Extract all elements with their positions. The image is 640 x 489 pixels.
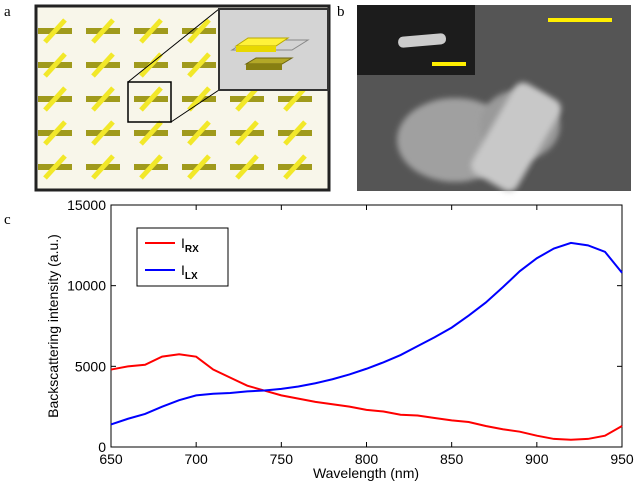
yellow-bar xyxy=(283,154,307,180)
y-tick-label: 0 xyxy=(98,439,106,455)
yellow-bar xyxy=(43,18,67,44)
inset-rod xyxy=(398,33,447,48)
yellow-bar xyxy=(43,120,67,146)
yellow-bar xyxy=(235,120,259,146)
sem-image xyxy=(357,5,631,192)
x-tick-label: 700 xyxy=(184,451,208,467)
x-tick-label: 750 xyxy=(270,451,294,467)
x-tick-label: 900 xyxy=(525,451,549,467)
series-line xyxy=(110,241,623,426)
yellow-bar xyxy=(187,52,211,78)
yellow-bar xyxy=(91,120,115,146)
y-tick-label: 5000 xyxy=(75,358,106,374)
yellow-bar xyxy=(139,86,163,112)
yellow-bar xyxy=(43,154,67,180)
zoom-line xyxy=(170,89,220,123)
yellow-bar xyxy=(235,86,259,112)
panel-label: c xyxy=(4,212,11,228)
array-diagram xyxy=(34,4,331,192)
legend-name: I xyxy=(181,235,185,251)
panel-label: b xyxy=(337,4,345,20)
x-tick-label: 950 xyxy=(610,451,634,467)
yellow-bar xyxy=(91,18,115,44)
legend-box xyxy=(136,227,229,287)
y-tick-label: 15000 xyxy=(67,197,106,213)
panel-label: a xyxy=(4,4,11,20)
yellow-bar xyxy=(91,154,115,180)
y-axis-label: Backscattering intensity (a.u.) xyxy=(45,234,61,418)
yellow-bar xyxy=(91,86,115,112)
x-tick-label: 650 xyxy=(99,451,123,467)
yellow-bar xyxy=(187,86,211,112)
series-line xyxy=(110,353,623,441)
yellow-bar xyxy=(139,154,163,180)
legend-name: I xyxy=(181,262,185,278)
legend-label: IRX xyxy=(181,235,199,255)
yellow-bar xyxy=(43,52,67,78)
x-axis-label: Wavelength (nm) xyxy=(313,465,419,481)
yellow-bar xyxy=(187,154,211,180)
yellow-bar xyxy=(139,120,163,146)
plot: 650 700 750 800 850 900 950050001000015000IRXI… xyxy=(67,197,634,467)
yellow-bar xyxy=(91,52,115,78)
yellow-bar xyxy=(187,120,211,146)
yellow-bar xyxy=(235,154,259,180)
olive-front xyxy=(246,64,282,70)
yellow-bar xyxy=(43,86,67,112)
zoom-line xyxy=(127,8,220,83)
yellow-bar xyxy=(187,18,211,44)
y-tick-label: 10000 xyxy=(67,278,106,294)
yellow-front xyxy=(236,46,276,52)
rod xyxy=(471,82,561,192)
yellow-bar xyxy=(283,86,307,112)
x-tick-label: 800 xyxy=(355,451,379,467)
legend-subscript: RX xyxy=(185,244,199,255)
legend-label: ILX xyxy=(181,262,198,282)
x-tick-label: 850 xyxy=(440,451,464,467)
legend-subscript: LX xyxy=(185,271,198,282)
yellow-bar xyxy=(139,18,163,44)
zoom-box xyxy=(127,81,172,123)
yellow-bar xyxy=(283,120,307,146)
